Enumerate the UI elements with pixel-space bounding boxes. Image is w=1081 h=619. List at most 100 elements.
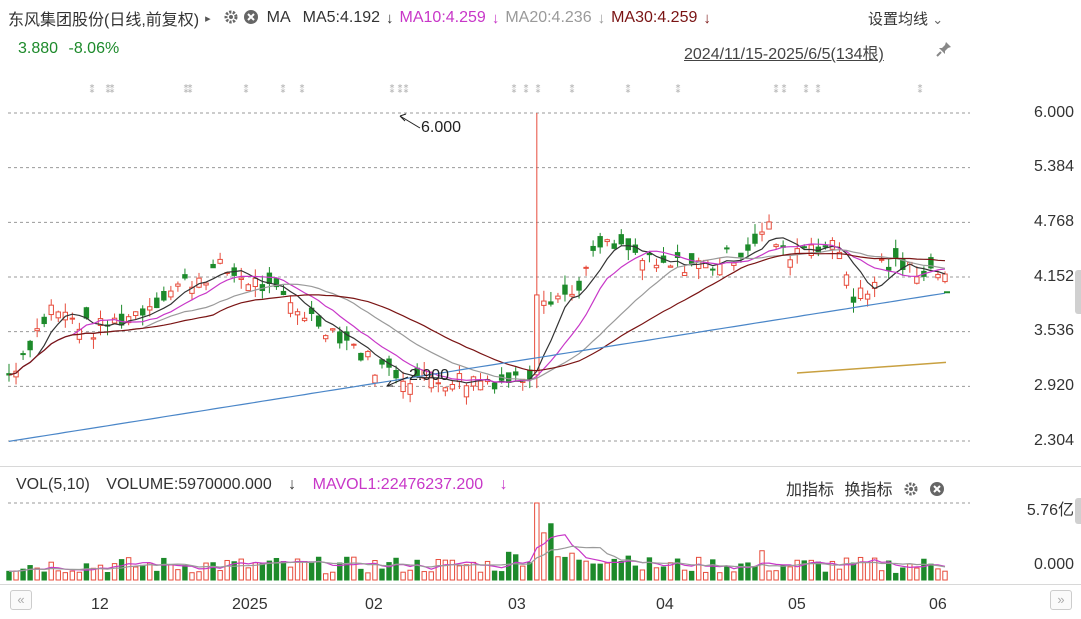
volume-bar (569, 552, 575, 581)
candle-body (196, 277, 202, 288)
event-marker-icon: ⁑ (300, 83, 305, 96)
high-annotation: 6.000 (421, 119, 462, 136)
add-indicator-button[interactable]: 加指标 (786, 482, 835, 499)
ma10-down-arrow-icon: ↓ (491, 9, 500, 27)
candle-body (611, 243, 617, 249)
candle-body (400, 380, 406, 393)
volume-bar (829, 560, 836, 581)
volume-bar (147, 562, 153, 581)
volume-bar (294, 558, 301, 581)
ma30-down-arrow-icon: ↓ (703, 9, 711, 27)
low-arrowhead (386, 380, 393, 387)
side-panel-handle[interactable] (1075, 270, 1081, 314)
volume-bar (520, 565, 526, 581)
volume-bar (132, 566, 139, 581)
volume-bar (583, 560, 589, 581)
volume-bar (344, 556, 350, 581)
volume-bar (76, 571, 83, 581)
volume-bar (752, 566, 758, 581)
ma-settings-dropdown[interactable]: 设置均线 ⌄ (868, 8, 943, 29)
candle-body (83, 307, 90, 319)
event-marker-icon: ⁑ (512, 83, 517, 96)
volume-bar (238, 558, 244, 581)
candle-body (548, 301, 554, 305)
volume-bar (351, 556, 357, 581)
volume-bar (527, 562, 533, 581)
volume-bar (125, 557, 132, 581)
volume-bar (118, 559, 125, 581)
pin-icon[interactable] (935, 40, 953, 60)
volume-bar (491, 570, 498, 581)
candle-body (836, 251, 843, 260)
expand-caret-icon[interactable]: ▸ (205, 12, 211, 25)
scroll-left-button[interactable]: « (10, 590, 32, 610)
candle-body (322, 335, 329, 340)
candle-body (738, 252, 744, 258)
volume-bar (513, 554, 519, 581)
scroll-right-button[interactable]: » (1050, 590, 1072, 610)
volume-bar (590, 563, 596, 581)
side-panel-handle[interactable] (1075, 498, 1081, 524)
candle-body (583, 266, 589, 269)
candle-body (928, 257, 934, 269)
gear-icon[interactable] (223, 9, 239, 28)
event-marker-icon: ⁑ (398, 83, 403, 96)
volume-bar (273, 557, 280, 581)
candle-body (562, 284, 568, 295)
candle-body (513, 371, 519, 376)
volume-bar (780, 564, 786, 581)
volume-bar (449, 559, 456, 581)
volume-bar (55, 570, 61, 581)
volume-bar (365, 572, 371, 581)
y-tick-label: 3.536 (1033, 322, 1074, 339)
candle-body (864, 293, 871, 300)
volume-bar (407, 569, 413, 581)
volume-header: VOL(5,10) VOLUME:5970000.000 ↓ MAVOL1:22… (16, 476, 514, 494)
volume-bar (745, 562, 751, 581)
close-icon[interactable] (929, 482, 945, 499)
candle-body (41, 316, 47, 325)
switch-indicator-button[interactable]: 换指标 (844, 482, 893, 499)
volume-bar (379, 568, 385, 581)
panel-divider (0, 466, 1081, 467)
volume-bar (280, 561, 287, 581)
volume-bar (435, 559, 441, 581)
stock-title[interactable]: 东风集团股份(日线,前复权) (8, 12, 200, 29)
date-range[interactable]: 2024/11/15-2025/6/5(134根) (684, 46, 884, 63)
candle-body (850, 296, 857, 303)
candle-body (885, 266, 892, 271)
event-marker-icon: ⁑ (816, 83, 821, 96)
candle-body (710, 268, 716, 271)
candle-body (435, 382, 441, 385)
volume-indicator-name[interactable]: VOL(5,10) (16, 476, 90, 493)
candle-body (301, 317, 308, 322)
candle-body (731, 262, 737, 266)
candle-body (477, 380, 484, 391)
y-tick-label: 2.304 (1033, 432, 1074, 449)
change-percent: -8.06% (68, 40, 120, 57)
event-marker-icon: ⁑ (184, 83, 189, 96)
volume-bar (618, 561, 624, 581)
candle-body (168, 290, 174, 298)
volume-bar (484, 560, 491, 581)
candle-body (618, 234, 624, 245)
volume-bar (161, 557, 167, 581)
volume-bar (562, 556, 568, 581)
gear-icon[interactable] (903, 482, 923, 499)
candle-body (147, 306, 153, 311)
volume-bar (203, 562, 209, 581)
candle-body (724, 247, 730, 250)
volume-bar (463, 564, 470, 581)
candle-body (125, 316, 132, 324)
volume-bar (871, 557, 878, 581)
ma20-line (8, 249, 946, 381)
close-icon[interactable] (243, 9, 259, 28)
candle-body (273, 278, 280, 288)
volume-bar (674, 558, 681, 581)
volume-bar (632, 565, 639, 581)
ma-long-line (8, 292, 946, 442)
candle-body (27, 340, 33, 351)
candle-body (252, 277, 259, 288)
event-marker-icon: ⁑ (244, 83, 249, 96)
